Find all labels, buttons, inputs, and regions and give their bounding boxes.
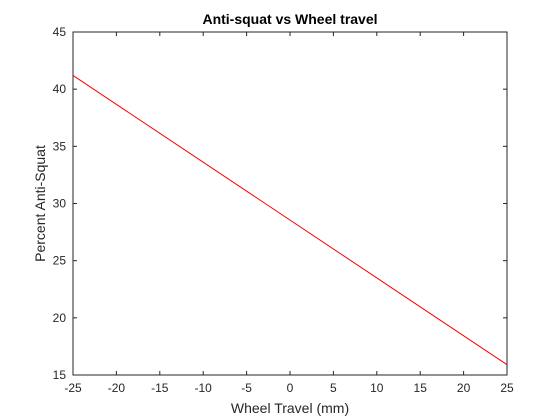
x-axis-label: Wheel Travel (mm): [231, 400, 349, 416]
chart-title: Anti-squat vs Wheel travel: [202, 11, 377, 27]
plot-area: [72, 31, 508, 376]
y-tick-label: 45: [53, 25, 67, 39]
y-tick-label: 25: [53, 254, 67, 268]
x-tick-label: 15: [414, 381, 428, 395]
series-line: [72, 75, 508, 366]
x-tick-label: 5: [330, 381, 337, 395]
x-tick-label: -10: [195, 381, 213, 395]
series-layer: [72, 75, 508, 366]
y-tick-label: 15: [53, 368, 67, 382]
x-axis: -25 -20 -15 -10 -5 0 5 10 15 20 25: [64, 32, 514, 395]
y-tick-label: 30: [53, 197, 67, 211]
y-tick-label: 20: [53, 311, 67, 325]
x-tick-label: -25: [64, 381, 82, 395]
x-tick-label: 20: [457, 381, 471, 395]
x-tick-label: -5: [241, 381, 252, 395]
y-tick-label: 40: [53, 82, 67, 96]
x-tick-label: 25: [500, 381, 514, 395]
x-tick-label: 0: [287, 381, 294, 395]
y-axis: 15 20 25 30 35 40 45: [53, 25, 507, 382]
x-tick-label: -15: [151, 381, 169, 395]
x-tick-label: 10: [370, 381, 384, 395]
x-tick-label: -20: [108, 381, 126, 395]
y-axis-label: Percent Anti-Squat: [32, 145, 48, 262]
y-tick-label: 35: [53, 139, 67, 153]
